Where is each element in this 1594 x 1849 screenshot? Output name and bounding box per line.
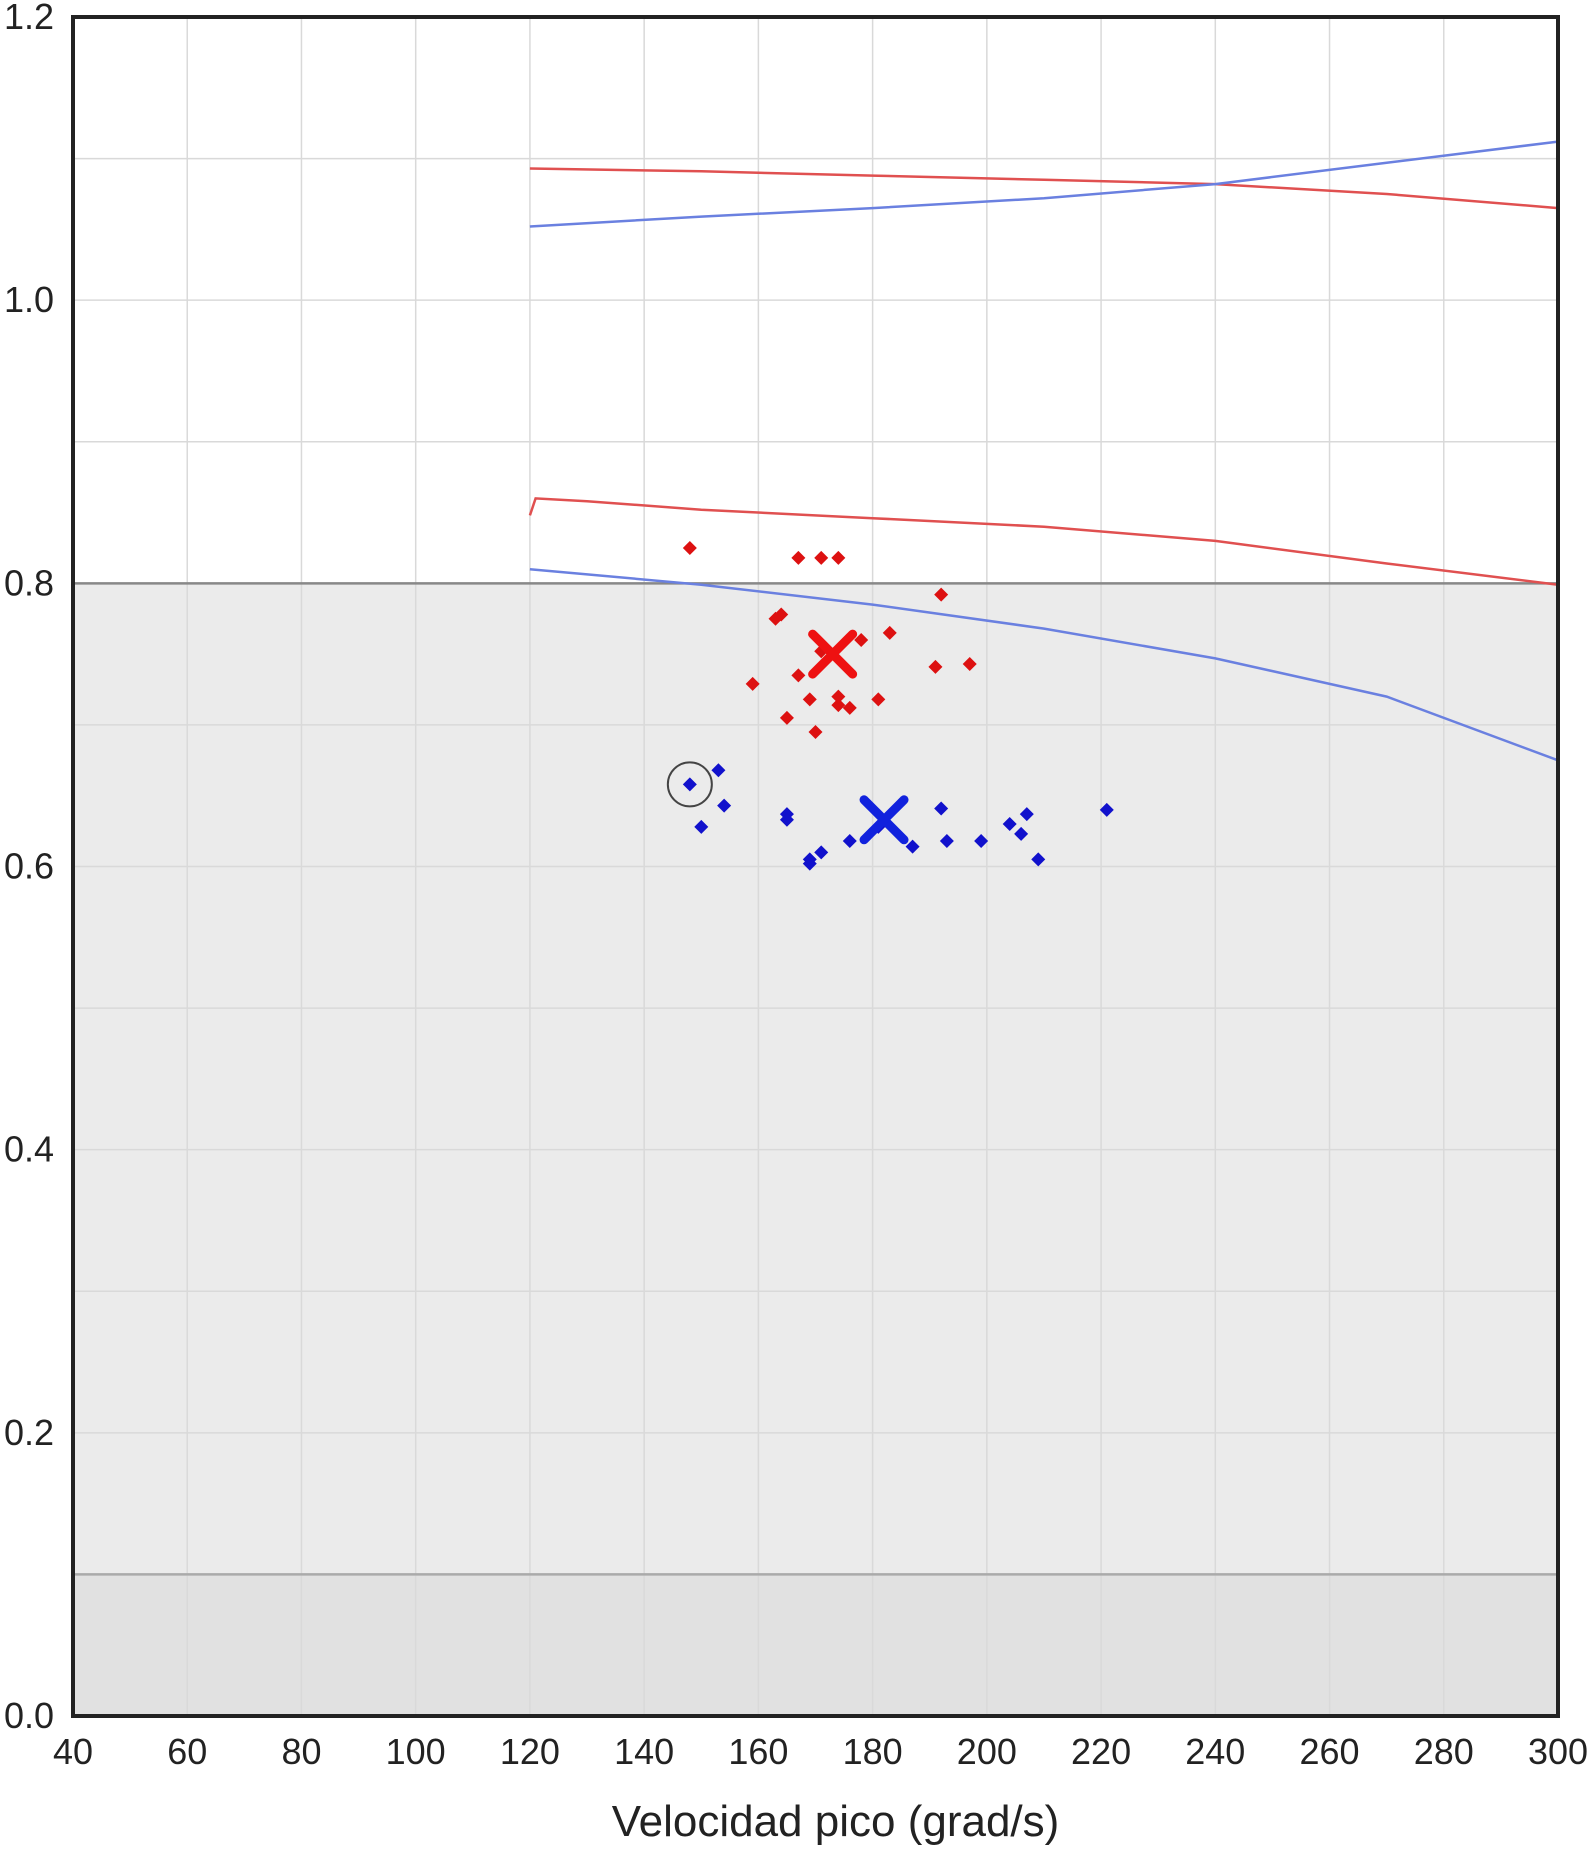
highlight-ring <box>666 761 713 808</box>
shaded-band-1 <box>73 1574 1558 1716</box>
mean-stroke-b <box>808 629 858 679</box>
point-1-15 <box>1031 852 1046 867</box>
point-1-0 <box>682 777 697 792</box>
shaded-band-0 <box>73 583 1558 1575</box>
point-0-19 <box>779 710 794 725</box>
x-tick-label: 280 <box>1414 1731 1474 1772</box>
x-tick-label: 200 <box>957 1731 1017 1772</box>
point-0-6 <box>768 611 783 626</box>
plot-frame <box>71 15 1560 1718</box>
mean-marker-2 <box>808 629 858 679</box>
x-tick-label: 140 <box>614 1731 674 1772</box>
point-0-1 <box>791 550 806 565</box>
x-tick-label: 300 <box>1528 1731 1588 1772</box>
x-tick-label: 160 <box>728 1731 788 1772</box>
point-1-14 <box>1019 807 1034 822</box>
curves <box>528 140 1559 762</box>
point-0-10 <box>791 668 806 683</box>
x-tick-labels: 40 60 80 100 120 140 160 180 200 220 240 260 280 300 <box>53 1731 1588 1772</box>
point-1-11 <box>974 834 989 849</box>
curve-5 <box>529 140 1559 228</box>
y-tick-labels: 0.0 0.2 0.4 0.6 0.8 1.0 1.2 <box>4 0 54 1736</box>
y-tick-label: 0.8 <box>4 562 54 603</box>
point-0-4 <box>934 587 949 602</box>
mean-markers <box>808 629 909 845</box>
band-lines <box>73 582 1558 1576</box>
point-1-5 <box>779 812 794 827</box>
x-tick-label: 220 <box>1071 1731 1131 1772</box>
point-0-2 <box>814 550 829 565</box>
point-0-14 <box>802 692 817 707</box>
y-tick-label: 0.4 <box>4 1129 54 1170</box>
point-0-0 <box>682 540 697 555</box>
x-axis-title: Velocidad pico (grad/s) <box>612 1797 1060 1846</box>
point-1-19 <box>802 856 817 871</box>
point-0-12 <box>962 657 977 672</box>
point-1-9 <box>934 801 949 816</box>
x-tick-label: 260 <box>1299 1731 1359 1772</box>
y-tick-label: 0.2 <box>4 1412 54 1453</box>
y-tick-label: 1.0 <box>4 279 54 320</box>
point-0-7 <box>882 625 897 640</box>
point-1-1 <box>711 763 726 778</box>
x-tick-label: 180 <box>843 1731 903 1772</box>
curve-6 <box>528 497 1559 586</box>
point-0-8 <box>854 632 869 647</box>
curve-4 <box>529 167 1559 210</box>
point-0-15 <box>831 698 846 713</box>
point-0-18 <box>831 689 846 704</box>
data-points <box>682 540 1114 871</box>
mean-marker-3 <box>859 795 909 845</box>
point-1-3 <box>694 819 709 834</box>
mean-stroke-b <box>859 795 909 845</box>
x-tick-label: 60 <box>167 1731 207 1772</box>
x-tick-label: 100 <box>386 1731 446 1772</box>
curve-7 <box>529 567 1559 762</box>
y-tick-label: 0.6 <box>4 846 54 887</box>
point-0-20 <box>808 724 823 739</box>
x-tick-label: 120 <box>500 1731 560 1772</box>
point-1-8 <box>905 839 920 854</box>
shaded-bands <box>73 583 1558 1716</box>
point-1-10 <box>939 834 954 849</box>
point-1-2 <box>717 798 732 813</box>
point-1-16 <box>1099 802 1114 817</box>
x-tick-label: 40 <box>53 1731 93 1772</box>
point-0-11 <box>928 659 943 674</box>
point-0-17 <box>871 692 886 707</box>
x-tick-label: 240 <box>1185 1731 1245 1772</box>
point-1-12 <box>1002 817 1017 832</box>
y-tick-label: 0.0 <box>4 1695 54 1736</box>
point-0-16 <box>842 700 857 715</box>
y-tick-label: 1.2 <box>4 0 54 37</box>
highlight-markers <box>666 761 713 808</box>
x-tick-label: 80 <box>281 1731 321 1772</box>
point-1-7 <box>842 834 857 849</box>
point-1-13 <box>1014 826 1029 841</box>
point-0-3 <box>831 550 846 565</box>
point-1-18 <box>814 845 829 860</box>
point-0-13 <box>745 676 760 691</box>
